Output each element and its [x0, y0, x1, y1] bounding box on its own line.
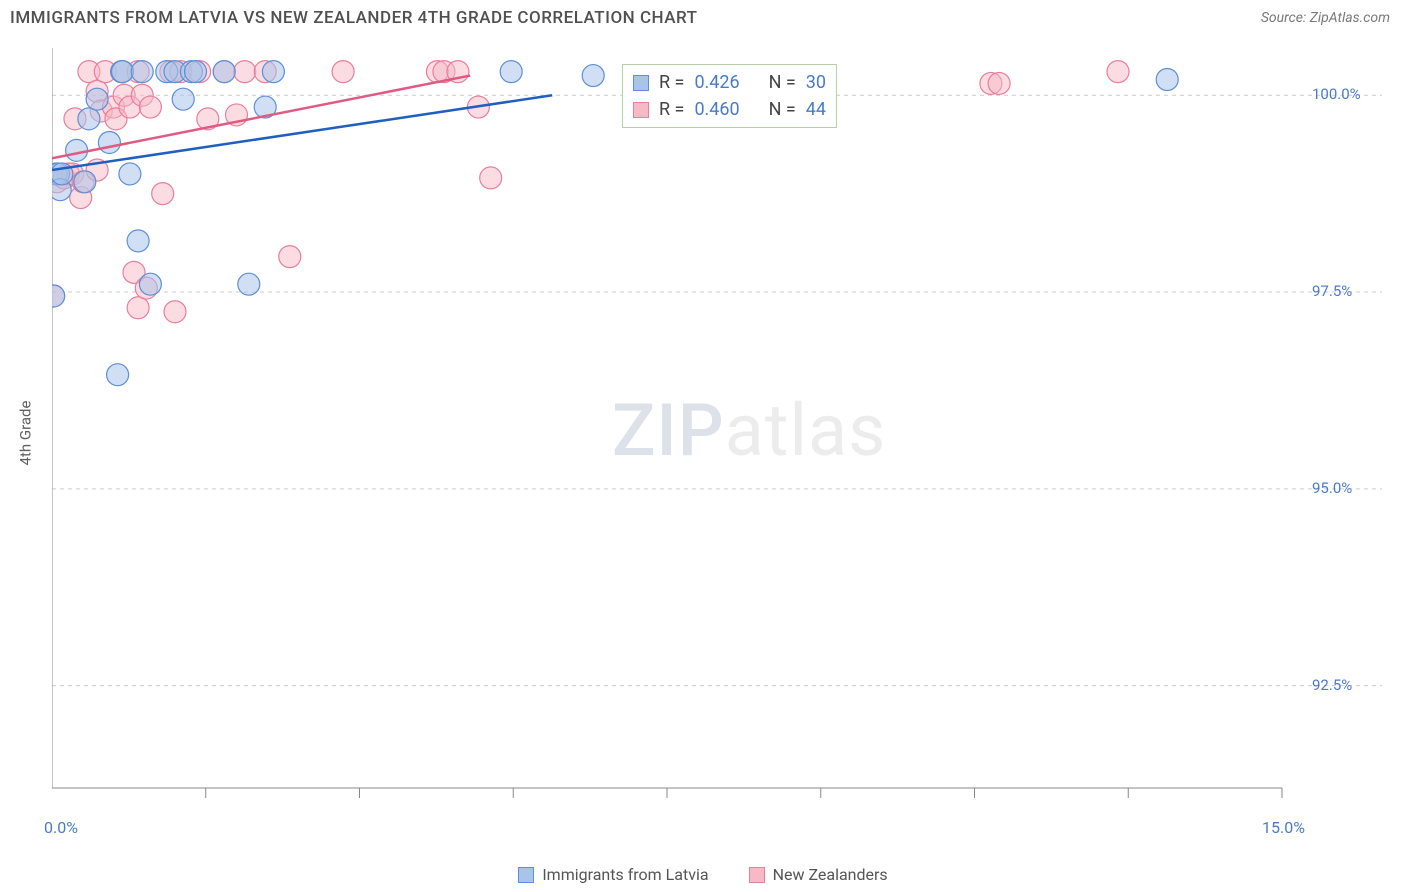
y-tick-label: 95.0%	[1312, 479, 1352, 497]
x-max-label: 15.0%	[1262, 818, 1305, 837]
legend-label-latvia: Immigrants from Latvia	[542, 865, 708, 884]
legend-swatch-nz	[749, 867, 765, 883]
legend-label-nz: New Zealanders	[773, 865, 888, 884]
y-axis-label: 4th Grade	[16, 401, 34, 466]
x-min-label: 0.0%	[44, 818, 78, 837]
bottom-legend: Immigrants from Latvia New Zealanders	[0, 865, 1406, 884]
corr-row: R = 0.460 N = 44	[633, 96, 826, 123]
y-tick-label: 100.0%	[1312, 85, 1361, 103]
chart-area: ZIPatlas R = 0.426 N = 30R = 0.460 N = 4…	[52, 48, 1382, 818]
y-tick-label: 92.5%	[1312, 676, 1352, 694]
legend-swatch-latvia	[518, 867, 534, 883]
scatter-plot-svg	[52, 48, 1382, 818]
legend-item-latvia: Immigrants from Latvia	[518, 865, 708, 884]
legend-item-nz: New Zealanders	[749, 865, 888, 884]
chart-title: IMMIGRANTS FROM LATVIA VS NEW ZEALANDER …	[10, 8, 698, 28]
y-axis-label-wrap: 4th Grade	[10, 48, 40, 818]
header: IMMIGRANTS FROM LATVIA VS NEW ZEALANDER …	[0, 0, 1406, 32]
correlation-legend-box: R = 0.426 N = 30R = 0.460 N = 44	[622, 64, 837, 128]
source-label: Source: ZipAtlas.com	[1261, 10, 1390, 26]
corr-row: R = 0.426 N = 30	[633, 69, 826, 96]
y-tick-label: 97.5%	[1312, 282, 1352, 300]
